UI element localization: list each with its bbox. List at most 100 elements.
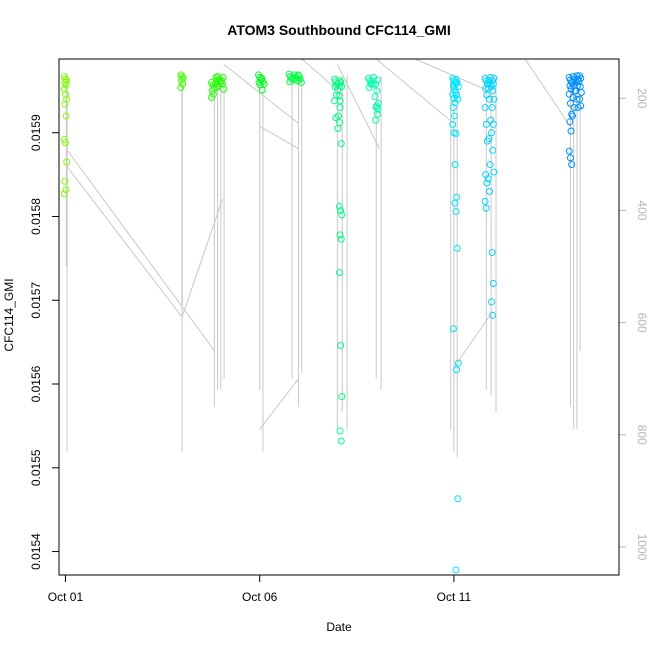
pressure-transit-line [65,165,183,318]
data-point [63,158,71,166]
data-point [454,83,462,91]
data-point [566,118,574,126]
data-point [61,90,69,98]
pressure-transit-line [223,64,299,124]
data-point [486,95,494,103]
y-tick-label: 0.0157 [29,282,43,319]
data-point [373,76,381,84]
plot-border [58,58,620,576]
data-point [335,92,343,100]
data-point [334,125,342,133]
data-point [484,175,492,183]
data-point [451,199,459,207]
data-point [296,75,304,83]
y-tick-label: 0.0156 [29,365,43,402]
data-point [372,116,380,124]
data-point [577,74,585,82]
y2-tick-label: 400 [635,200,649,220]
data-point [488,298,496,306]
data-point [336,104,344,112]
data-point [453,78,461,86]
data-point [566,154,574,162]
data-point [570,104,578,112]
y2-tick-label: 800 [635,425,649,445]
data-point [485,135,493,143]
data-point [219,73,227,81]
data-point [61,100,69,108]
data-point [577,89,585,97]
data-point [454,495,462,503]
data-point [217,77,225,85]
data-point [452,207,460,215]
data-point [60,85,68,93]
pressure-transit-line [259,125,299,150]
data-point [449,325,457,333]
x-tick-label: Oct 06 [242,590,278,604]
data-point [481,197,489,205]
pressure-transit-line [181,199,223,318]
pressure-transit-line [375,58,455,124]
data-point [337,437,345,445]
x-axis-title: Date [326,620,352,634]
y-tick-label: 0.0158 [29,198,43,235]
data-point [338,83,346,91]
data-point [577,102,585,110]
y-tick-label: 0.0154 [29,533,43,570]
data-point [489,146,497,154]
data-point [213,83,221,91]
data-point [575,78,583,86]
data-point [449,104,457,112]
data-point [215,75,223,83]
data-point [208,94,216,102]
data-point [208,87,216,95]
data-point [374,105,382,113]
pressure-transit-line [259,378,299,430]
data-point [449,120,457,128]
data-point [576,95,584,103]
data-point [372,80,380,88]
data-point [453,244,461,252]
data-point [489,87,497,95]
y-tick-label: 0.0155 [29,449,43,486]
data-point [60,190,68,198]
data-point [337,207,345,215]
data-point [452,130,460,138]
data-point [369,80,377,88]
y2-tick-label: 200 [635,88,649,108]
data-point [60,135,68,143]
data-point [488,129,496,137]
data-point [486,161,494,169]
pressure-transit-line [414,58,487,91]
y2-tick-label: 1000 [635,534,649,561]
data-point [489,120,497,128]
y-tick-label: 0.0159 [29,114,43,151]
data-point [62,81,70,89]
data-point [454,359,462,367]
data-point [453,366,461,374]
data-point [487,73,495,81]
data-point [481,104,489,112]
data-point [337,341,345,349]
data-point [565,147,573,155]
data-point [452,566,460,574]
data-point [489,311,497,319]
data-point [336,427,344,435]
data-point [258,74,266,82]
data-point [177,83,185,91]
y2-tick-label: 600 [635,313,649,333]
data-point [453,91,461,99]
data-point [490,168,498,176]
data-point [337,140,345,148]
data-point [567,127,575,135]
data-point [568,112,576,120]
data-point [488,83,496,91]
data-point [62,112,70,120]
data-point [373,102,381,110]
data-point [177,76,185,84]
data-point [568,78,576,86]
data-point [62,186,70,194]
data-point [569,94,577,102]
